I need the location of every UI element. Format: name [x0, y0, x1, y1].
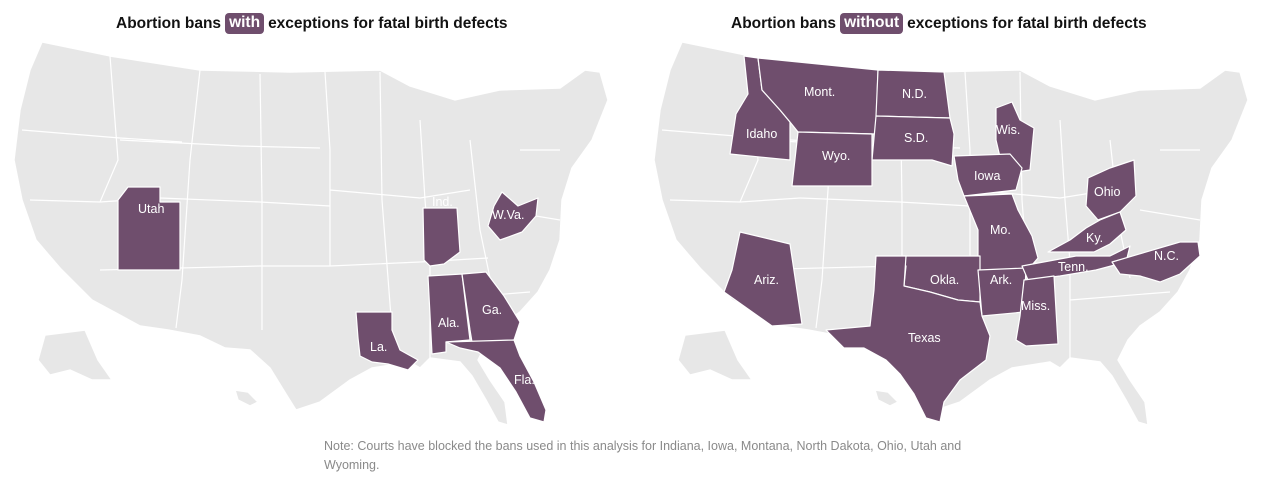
- right-title-before: Abortion bans: [731, 14, 837, 32]
- state-ohio: [1085, 159, 1137, 221]
- label-utah: Utah: [138, 202, 164, 216]
- label-texas: Texas: [908, 331, 941, 345]
- right-map-title: Abortion bans without exceptions for fat…: [731, 13, 1147, 34]
- label-wisconsin: Wis.: [996, 123, 1020, 137]
- state-kentucky: [1047, 211, 1127, 253]
- label-mississippi: Miss.: [1021, 299, 1050, 313]
- label-missouri: Mo.: [990, 223, 1011, 237]
- label-north-dakota: N.D.: [902, 87, 927, 101]
- label-arizona: Ariz.: [754, 273, 779, 287]
- label-alabama: Ala.: [438, 316, 460, 330]
- label-oklahoma: Okla.: [930, 273, 959, 287]
- label-wyoming: Wyo.: [822, 149, 850, 163]
- left-title-after: exceptions for fatal birth defects: [268, 14, 508, 32]
- state-utah: [117, 186, 181, 271]
- state-texas: [825, 255, 991, 423]
- left-banned-states: [117, 186, 547, 423]
- footnote: Note: Courts have blocked the bans used …: [324, 439, 962, 472]
- state-west-virginia: [487, 191, 539, 241]
- left-title-highlight: with: [225, 13, 265, 34]
- label-iowa: Iowa: [974, 169, 1000, 183]
- state-arizona: [723, 231, 803, 327]
- state-georgia: [461, 271, 521, 343]
- state-florida: [445, 339, 547, 423]
- label-florida: Fla.: [514, 373, 535, 387]
- right-title-after: exceptions for fatal birth defects: [907, 14, 1147, 32]
- label-west-virginia: W.Va.: [492, 208, 524, 222]
- label-georgia: Ga.: [482, 303, 502, 317]
- label-louisiana: La.: [370, 340, 387, 354]
- right-us-map: Idaho Mont. N.D. S.D. Wyo. Wis. Iowa Ohi…: [653, 41, 1249, 426]
- left-us-map: Utah Ind. W.Va. Ala. Ga. La. Fla.: [13, 41, 609, 426]
- left-state-labels: Utah Ind. W.Va. Ala. Ga. La. Fla.: [138, 195, 535, 387]
- label-idaho: Idaho: [746, 127, 777, 141]
- right-state-labels: Idaho Mont. N.D. S.D. Wyo. Wis. Iowa Ohi…: [746, 85, 1179, 345]
- alaska-outline: [677, 329, 753, 381]
- state-indiana: [422, 207, 461, 267]
- right-title-highlight: without: [840, 13, 904, 34]
- state-missouri: [963, 193, 1039, 275]
- hawaii-outline: [874, 389, 899, 407]
- alaska-outline: [37, 329, 113, 381]
- label-kentucky: Ky.: [1086, 231, 1103, 245]
- label-montana: Mont.: [804, 85, 835, 99]
- right-banned-states: [723, 55, 1201, 423]
- label-ohio: Ohio: [1094, 185, 1120, 199]
- state-iowa: [953, 153, 1023, 197]
- left-map-title: Abortion bans with exceptions for fatal …: [116, 13, 508, 34]
- label-arkansas: Ark.: [990, 273, 1012, 287]
- state-mississippi: [1015, 275, 1059, 347]
- hawaii-outline: [234, 389, 259, 407]
- label-indiana: Ind.: [432, 195, 453, 209]
- label-south-dakota: S.D.: [904, 131, 928, 145]
- state-louisiana: [355, 311, 419, 371]
- state-north-carolina: [1111, 241, 1201, 283]
- label-north-carolina: N.C.: [1154, 249, 1179, 263]
- label-tennessee: Tenn.: [1058, 260, 1089, 274]
- state-wyoming: [791, 131, 873, 187]
- left-title-before: Abortion bans: [116, 14, 222, 32]
